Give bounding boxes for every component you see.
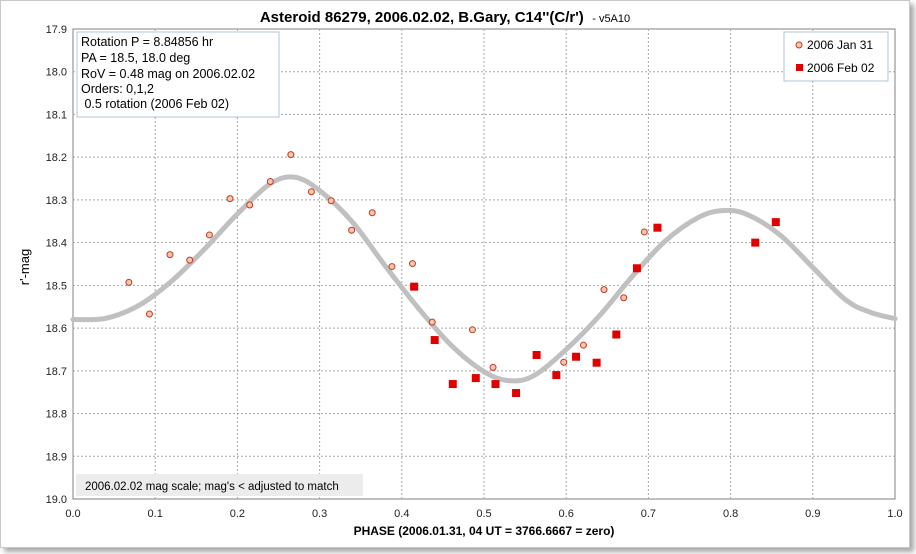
chart-title: Asteroid 86279, 2006.02.02, B.Gary, C14'… — [260, 9, 630, 26]
point-jan31 — [186, 256, 194, 264]
info-box: Rotation P = 8.84856 hr PA = 18.5, 18.0 … — [76, 31, 280, 118]
note-text: 2006.02.02 mag scale; mag's < adjusted t… — [85, 481, 339, 493]
chart-svg: Asteroid 86279, 2006.02.02, B.Gary, C14'… — [17, 9, 903, 538]
point-feb02 — [771, 218, 780, 227]
point-feb02 — [410, 282, 419, 291]
point-jan31 — [348, 226, 356, 234]
point-jan31 — [368, 209, 376, 217]
point-jan31 — [287, 151, 295, 159]
info-line-rotation-fraction: 0.5 rotation (2006 Feb 02) — [81, 97, 229, 111]
x-tick-label: 0.9 — [805, 508, 820, 520]
x-tick-label: 0.0 — [65, 508, 80, 520]
info-line-pa: PA = 18.5, 18.0 deg — [81, 51, 190, 65]
x-tick-label: 1.0 — [887, 508, 902, 520]
point-feb02 — [430, 336, 439, 345]
chart-title-suffix: - v5A10 — [592, 13, 630, 25]
x-axis-ticks: 0.0 0.1 0.2 0.3 0.4 0.5 0.6 0.7 0.8 0.9 1.0 — [65, 508, 902, 520]
y-tick-label: 18.9 — [46, 451, 67, 463]
y-tick-label: 18.4 — [46, 238, 67, 250]
point-jan31 — [145, 310, 153, 318]
model-fit-curve — [70, 174, 898, 384]
point-jan31 — [226, 195, 234, 203]
point-jan31 — [388, 263, 396, 271]
series-layer — [70, 151, 898, 398]
point-jan31 — [246, 201, 254, 209]
point-jan31 — [408, 260, 416, 268]
point-jan31 — [560, 358, 568, 366]
point-jan31 — [600, 286, 608, 294]
point-feb02 — [491, 380, 500, 389]
point-feb02 — [471, 374, 480, 383]
x-tick-label: 0.1 — [148, 508, 163, 520]
point-jan31 — [266, 178, 274, 186]
y-tick-label: 18.3 — [46, 195, 67, 207]
x-tick-label: 0.2 — [230, 508, 245, 520]
point-jan31 — [620, 294, 628, 302]
y-tick-label: 18.2 — [46, 152, 67, 164]
x-tick-label: 0.8 — [723, 508, 738, 520]
chart-title-main: Asteroid 86279, 2006.02.02, B.Gary, C14'… — [260, 9, 584, 26]
point-jan31 — [205, 231, 213, 239]
y-tick-label: 19.0 — [46, 494, 67, 506]
legend-marker-jan31 — [795, 41, 803, 49]
point-feb02 — [612, 330, 621, 339]
y-tick-label: 18.8 — [46, 409, 67, 421]
legend: 2006 Jan 31 2006 Feb 02 — [783, 31, 889, 82]
y-tick-label: 18.1 — [46, 109, 67, 121]
y-tick-label: 18.0 — [46, 67, 67, 79]
legend-label-jan31: 2006 Jan 31 — [807, 38, 873, 52]
point-jan31 — [166, 251, 174, 259]
point-jan31 — [640, 228, 648, 236]
y-tick-label: 18.6 — [46, 323, 67, 335]
point-feb02 — [572, 352, 581, 361]
legend-label-feb02: 2006 Feb 02 — [807, 61, 875, 75]
y-tick-label: 18.7 — [46, 366, 67, 378]
point-jan31 — [307, 188, 315, 196]
x-axis-label: PHASE (2006.01.31, 04 UT = 3766.6667 = z… — [354, 524, 615, 538]
point-jan31 — [489, 363, 497, 371]
info-line-orders: Orders: 0,1,2 — [81, 82, 154, 96]
note-box: 2006.02.02 mag scale; mag's < adjusted t… — [76, 474, 363, 496]
y-axis-label: r'-mag — [17, 249, 32, 285]
point-feb02 — [448, 380, 457, 389]
point-feb02 — [751, 238, 760, 247]
x-tick-label: 0.5 — [476, 508, 491, 520]
y-tick-label: 18.5 — [46, 280, 67, 292]
point-jan31 — [579, 341, 587, 349]
info-line-rotation: Rotation P = 8.84856 hr — [81, 35, 213, 49]
legend-marker-feb02 — [796, 64, 803, 71]
y-tick-label: 17.9 — [46, 24, 67, 36]
point-feb02 — [653, 223, 662, 232]
point-jan31 — [468, 326, 476, 334]
x-tick-label: 0.3 — [312, 508, 327, 520]
point-jan31 — [125, 278, 133, 286]
x-tick-label: 0.7 — [641, 508, 656, 520]
point-feb02 — [512, 389, 521, 398]
point-feb02 — [532, 351, 541, 360]
point-jan31 — [327, 197, 335, 205]
point-jan31 — [428, 318, 436, 326]
y-axis-ticks: 17.9 18.0 18.1 18.2 18.3 18.4 18.5 18.6 18.7 18.8… — [46, 24, 67, 506]
x-tick-label: 0.6 — [559, 508, 574, 520]
point-feb02 — [552, 371, 561, 380]
info-line-rov: RoV = 0.48 mag on 2006.02.02 — [81, 67, 255, 81]
point-feb02 — [632, 264, 641, 273]
x-tick-label: 0.4 — [394, 508, 409, 520]
point-feb02 — [592, 358, 601, 367]
